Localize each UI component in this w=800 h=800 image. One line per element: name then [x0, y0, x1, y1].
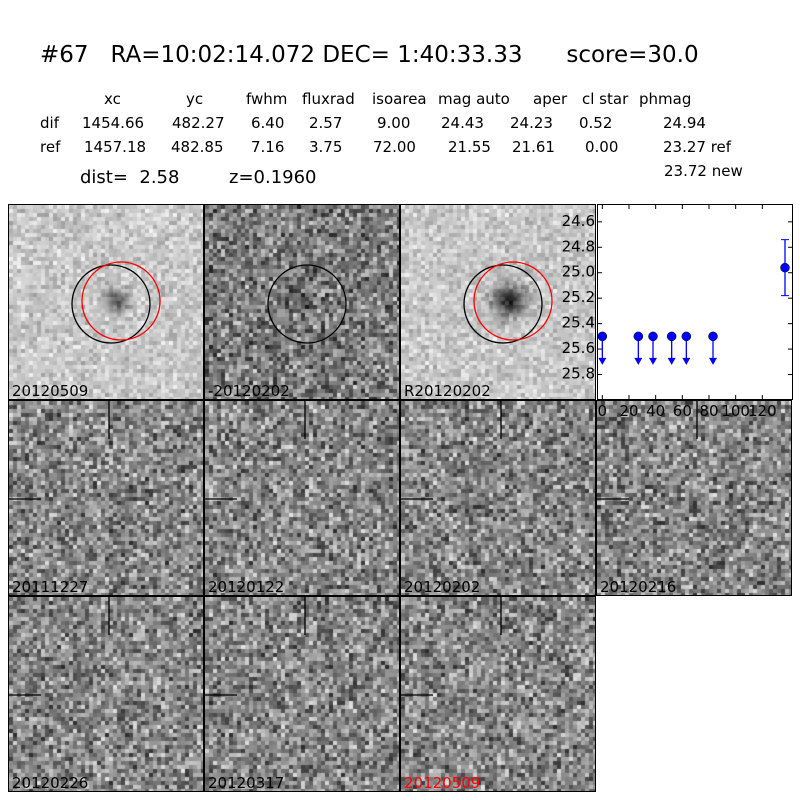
table-cell: 72.00 — [373, 138, 416, 156]
y-tick-label: 25.4 — [562, 314, 595, 332]
y-tick-label: 25.8 — [562, 365, 595, 383]
image-stamp: 20120509 — [8, 204, 204, 400]
x-tick-label: 40 — [646, 402, 665, 420]
image-stamp: 20120226 — [8, 596, 204, 792]
table-cell: 21.61 — [512, 138, 555, 156]
image-stamp: 20111227 — [8, 400, 204, 596]
column-header: aper — [533, 90, 568, 108]
data-point — [648, 331, 658, 342]
upper-limit-arrowhead — [649, 357, 657, 365]
column-header: fluxrad — [302, 90, 355, 108]
table-cell: 23.27 ref — [663, 138, 732, 156]
data-point — [780, 262, 790, 273]
column-header: cl star — [582, 90, 629, 108]
table-cell: 1454.66 — [82, 114, 145, 132]
column-header: phmag — [639, 90, 692, 108]
black-aperture-circle — [463, 264, 543, 344]
stamp-date-label: 20120509 — [404, 774, 481, 792]
data-point — [666, 331, 677, 342]
phmag-new: 23.72 new — [664, 162, 743, 180]
stamp-date-label: 20111227 — [12, 578, 89, 596]
image-stamp: 20120202 — [400, 400, 596, 596]
table-cell: 7.16 — [251, 138, 285, 156]
y-tick-label: 24.6 — [562, 212, 595, 230]
column-header: isoarea — [372, 90, 427, 108]
plot-tick-labels: 24.6 24.8 25.0 25.2 25.4 25.6 25.8 0 20 40 60 80 100… — [562, 212, 777, 420]
table-cell: 0.00 — [585, 138, 619, 156]
data-point — [708, 331, 718, 342]
upper-limit-arrowhead — [634, 357, 643, 365]
upper-limit-arrowhead — [667, 357, 676, 365]
data-point — [633, 331, 644, 342]
data-point — [597, 331, 608, 342]
table-cell: 1457.18 — [84, 138, 147, 156]
y-tick-label: 25.6 — [562, 339, 595, 357]
stamp-date-label: 20120226 — [12, 774, 89, 792]
image-stamp: R20120202 — [400, 204, 596, 400]
column-header: xc — [104, 90, 121, 108]
y-tick-label: 24.8 — [562, 237, 595, 255]
red-aperture-circle — [473, 261, 553, 341]
row-label: ref — [40, 138, 61, 156]
upper-limit-arrowhead — [598, 357, 607, 365]
stamp-date-label: 20120317 — [208, 774, 285, 792]
upper-limit-arrowhead — [682, 357, 691, 365]
stamp-date-label: 20120202 — [404, 578, 481, 596]
upper-limit-arrowhead — [709, 357, 717, 365]
table-cell: 21.55 — [448, 138, 491, 156]
table-cell: 6.40 — [251, 114, 285, 132]
candidate-title: #67 RA=10:02:14.072 DEC= 1:40:33.33 scor… — [40, 42, 699, 68]
column-header: yc — [186, 90, 204, 108]
table-cell: 9.00 — [377, 114, 411, 132]
image-stamp: 20120216 — [596, 400, 792, 596]
table-cell: 482.27 — [172, 114, 225, 132]
light-curve-plot — [597, 204, 793, 400]
stamp-date-label: 20120509 — [12, 382, 89, 400]
y-tick-label: 25.2 — [562, 288, 595, 306]
stamp-date-label: 20120122 — [208, 578, 285, 596]
black-aperture-circle — [71, 264, 151, 344]
stamp-date-label: -20120202 — [208, 382, 290, 400]
red-aperture-circle — [81, 261, 161, 341]
redshift-value: z=0.1960 — [229, 167, 317, 188]
x-tick-label: 60 — [673, 402, 692, 420]
stamp-date-label: 20120216 — [600, 578, 677, 596]
plot-frame — [597, 204, 793, 400]
stamp-date-label: R20120202 — [404, 382, 491, 400]
black-aperture-circle — [267, 264, 347, 344]
row-label: dif — [40, 114, 59, 132]
x-tick-label: 100 — [721, 402, 750, 420]
x-tick-label: 80 — [699, 402, 718, 420]
x-tick-label: 20 — [619, 402, 638, 420]
table-cell: 482.85 — [171, 138, 224, 156]
table-cell: 24.23 — [510, 114, 553, 132]
data-point — [681, 331, 692, 342]
column-header: mag auto — [438, 90, 510, 108]
image-stamp: 20120317 — [204, 596, 400, 792]
table-cell: 2.57 — [309, 114, 343, 132]
x-tick-label: 120 — [748, 402, 777, 420]
image-stamp: 20120509 — [400, 596, 596, 792]
table-cell: 0.52 — [579, 114, 613, 132]
dist-value: dist= 2.58 — [80, 167, 180, 188]
column-header: fwhm — [246, 90, 288, 108]
table-cell: 3.75 — [309, 138, 343, 156]
table-cell: 24.43 — [441, 114, 484, 132]
image-stamp: 20120122 — [204, 400, 400, 596]
image-stamp: -20120202 — [204, 204, 400, 400]
table-cell: 24.94 — [663, 114, 706, 132]
x-tick-label: 0 — [598, 402, 608, 420]
y-tick-label: 25.0 — [562, 263, 595, 281]
